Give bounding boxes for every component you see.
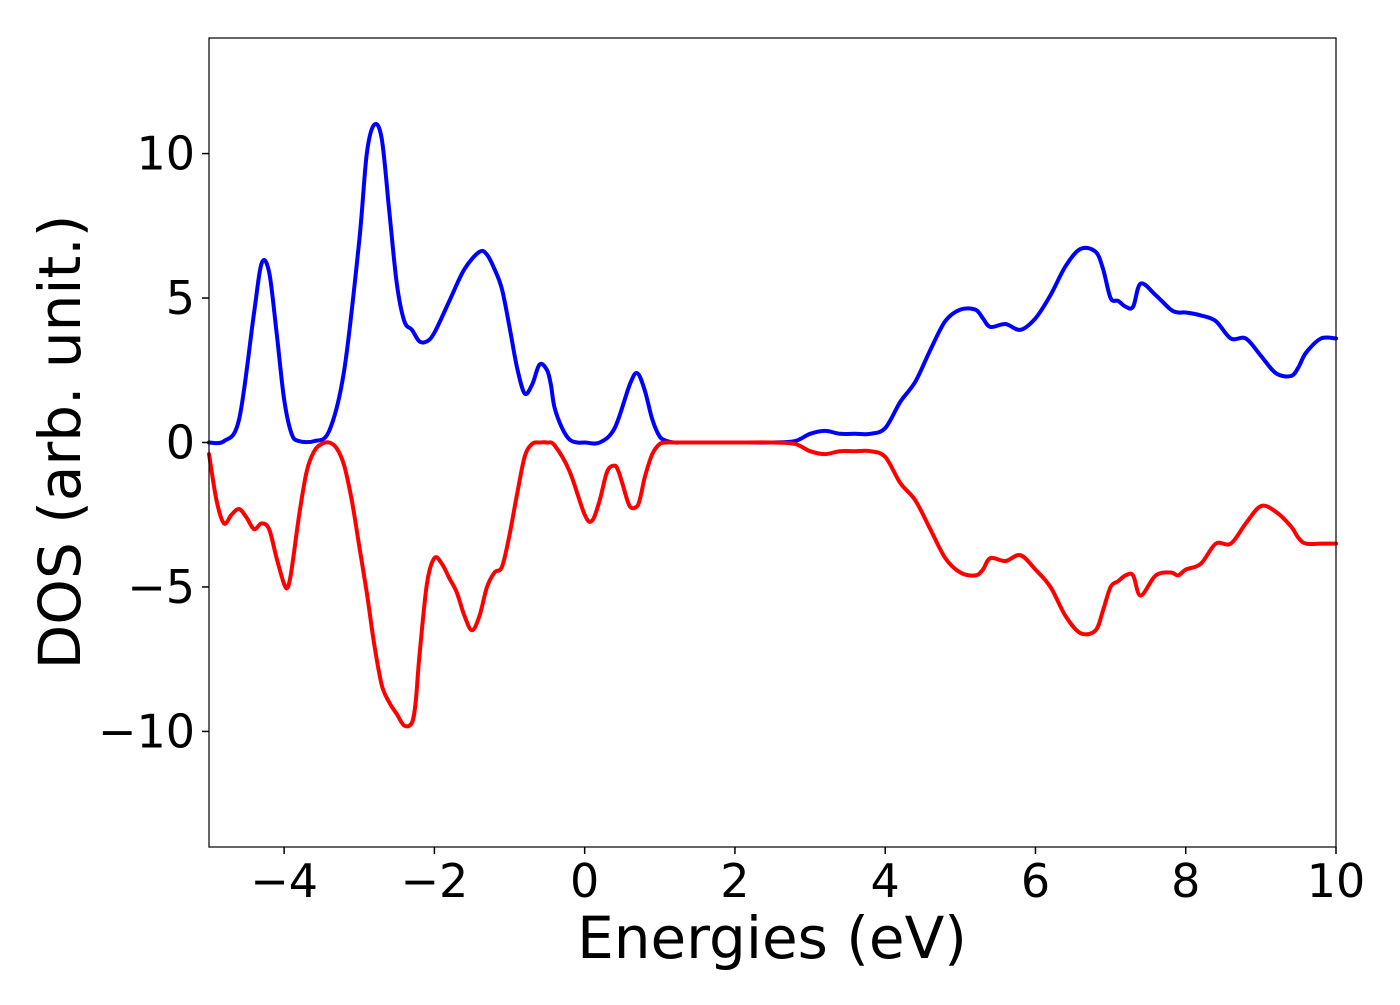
y-axis-ticks: −10 −5 0 5 10 <box>98 127 209 758</box>
x-axis-title: Energies (eV) <box>577 904 967 972</box>
series-line-2 <box>207 440 1338 729</box>
x-tick-label: 0 <box>570 854 599 908</box>
x-tick-label: −4 <box>250 854 318 908</box>
x-axis-ticks: −4 −2 0 2 4 6 8 10 <box>250 847 1365 908</box>
x-tick-label: 8 <box>1171 854 1200 908</box>
x-tick-label: −2 <box>400 854 468 908</box>
series-line-1 <box>207 121 1338 446</box>
y-tick-label: 5 <box>166 271 195 325</box>
y-tick-label: 10 <box>136 127 195 181</box>
series-layer <box>207 121 1338 729</box>
x-tick-label: 4 <box>871 854 900 908</box>
y-axis-title: DOS (arb. unit.) <box>26 215 94 670</box>
y-tick-label: −5 <box>127 560 195 614</box>
x-tick-label: 6 <box>1021 854 1050 908</box>
y-tick-label: −10 <box>98 704 195 758</box>
x-tick-label: 2 <box>720 854 749 908</box>
y-tick-label: 0 <box>166 416 195 470</box>
x-tick-label: 10 <box>1307 854 1366 908</box>
